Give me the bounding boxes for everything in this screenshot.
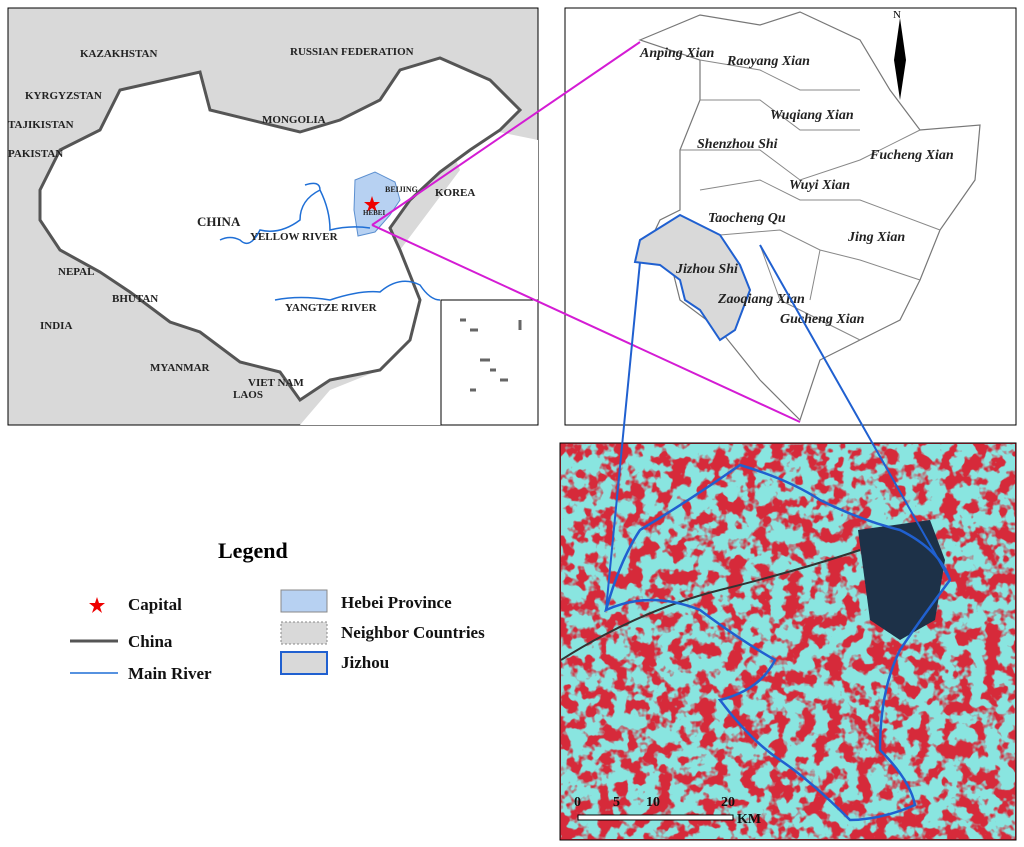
islands <box>460 318 522 392</box>
satellite-features <box>561 463 952 822</box>
scale-tick-label: 10 <box>646 795 660 810</box>
yellow-river <box>219 182 371 245</box>
county-label: Anping Xian <box>639 46 715 61</box>
country-label: MYANMAR <box>150 362 211 374</box>
county-panel: N Anping Xian Raoyang Xian Wuqiang Xian … <box>564 7 1017 426</box>
scale-bar-rect <box>577 814 734 821</box>
county-label: Fucheng Xian <box>869 148 954 163</box>
country-label: BHUTAN <box>112 293 158 305</box>
county-label: Gucheng Xian <box>780 312 865 327</box>
jizhou <box>633 213 752 342</box>
legend-symbol <box>280 589 328 613</box>
river-label: YANGTZE RIVER <box>285 302 378 314</box>
county-label: Wuqiang Xian <box>770 108 854 123</box>
legend-label: Jizhou <box>341 653 389 672</box>
county-label: Jizhou Shi <box>675 262 738 277</box>
scale-tick-label: 20 <box>721 795 735 810</box>
zoom-lines <box>605 244 951 611</box>
legend-symbol <box>89 597 105 613</box>
legend-label: Hebei Province <box>341 593 452 612</box>
county-label: Wuyi Xian <box>789 178 850 193</box>
country-label: PAKISTAN <box>8 148 63 160</box>
river <box>561 549 861 661</box>
country-label: VIET NAM <box>248 377 304 389</box>
legend-symbol <box>280 651 328 675</box>
zoom-lines <box>371 41 801 423</box>
county-label: Taocheng Qu <box>708 211 786 226</box>
country-label: KYRGYZSTAN <box>25 90 102 102</box>
county-lines <box>680 59 941 341</box>
scale-bar: 0 5 10 20 KM <box>574 795 761 827</box>
yangtze-river <box>274 280 441 301</box>
scale-unit: KM <box>737 812 761 827</box>
reservoir <box>858 520 945 640</box>
north-label: N <box>893 9 901 21</box>
legend-label: Neighbor Countries <box>341 623 485 642</box>
country-label: TAJIKISTAN <box>8 119 74 131</box>
county-label: Raoyang Xian <box>726 54 810 69</box>
inset-frame <box>440 299 539 426</box>
county-label: Shenzhou Shi <box>697 137 778 152</box>
scale-tick-label: 5 <box>613 795 620 810</box>
legend-label: Main River <box>128 664 212 683</box>
country-label: INDIA <box>40 320 72 332</box>
country-label: MONGOLIA <box>262 114 326 126</box>
china-panel: KAZAKHSTAN RUSSIAN FEDERATION KYRGYZSTAN… <box>7 7 539 426</box>
north-arrow <box>894 18 906 100</box>
legend-symbol <box>280 621 328 645</box>
province-label: HEBEI <box>363 209 385 217</box>
country-label: NEPAL <box>58 266 94 278</box>
legend-label: Capital <box>128 595 182 614</box>
country-label: LAOS <box>233 389 263 401</box>
country-label: RUSSIAN FEDERATION <box>290 46 414 58</box>
river-label: YELLOW RIVER <box>250 231 339 243</box>
county-label: Zaoqiang Xian <box>717 292 805 307</box>
legend: Legend Capital China Main River Hebei Pr… <box>70 538 485 683</box>
satellite-texture <box>561 444 1015 839</box>
legend-label: China <box>128 632 173 651</box>
jizhou-boundary <box>604 463 952 822</box>
satellite-panel: 0 5 10 20 KM <box>559 442 1017 841</box>
capital-star <box>364 196 380 212</box>
city-label: BEIJING <box>385 185 418 194</box>
scale-tick-label: 0 <box>574 795 581 810</box>
country-label: KAZAKHSTAN <box>80 48 157 60</box>
country-label: KOREA <box>435 187 475 199</box>
county-label: Jing Xian <box>847 230 905 245</box>
legend-title: Legend <box>218 538 288 563</box>
country-label: CHINA <box>197 214 241 229</box>
